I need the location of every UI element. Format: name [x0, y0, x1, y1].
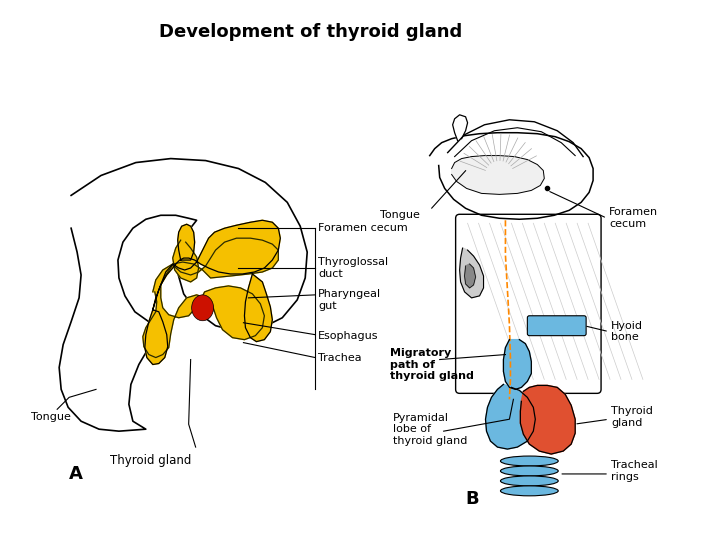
Text: Migratory
path of
thyroid gland: Migratory path of thyroid gland: [390, 348, 474, 381]
Text: Tongue: Tongue: [380, 210, 420, 220]
Ellipse shape: [500, 486, 558, 496]
Text: A: A: [69, 465, 83, 483]
Text: Tracheal
rings: Tracheal rings: [611, 460, 658, 482]
Text: B: B: [466, 490, 480, 508]
Polygon shape: [453, 115, 467, 140]
Ellipse shape: [500, 456, 558, 466]
Text: Esophagus: Esophagus: [318, 330, 379, 341]
Polygon shape: [485, 384, 536, 449]
Text: Thyroid
gland: Thyroid gland: [611, 407, 653, 428]
FancyBboxPatch shape: [456, 214, 601, 393]
FancyBboxPatch shape: [527, 316, 586, 336]
Polygon shape: [459, 248, 484, 298]
Text: Thyroglossal
duct: Thyroglossal duct: [318, 257, 388, 279]
Polygon shape: [503, 340, 531, 389]
Polygon shape: [521, 386, 575, 454]
Polygon shape: [153, 220, 280, 310]
Polygon shape: [143, 238, 279, 357]
Text: Development of thyroid gland: Development of thyroid gland: [158, 23, 462, 41]
Text: Hyoid
bone: Hyoid bone: [611, 321, 643, 342]
Text: Pyramidal
lobe of
thyroid gland: Pyramidal lobe of thyroid gland: [393, 413, 467, 446]
Polygon shape: [430, 133, 593, 219]
Text: Pharyngeal
gut: Pharyngeal gut: [318, 289, 382, 310]
Polygon shape: [245, 274, 272, 342]
Text: Foramen cecum: Foramen cecum: [318, 223, 408, 233]
Polygon shape: [59, 159, 307, 431]
Polygon shape: [451, 156, 544, 194]
Text: Foramen
cecum: Foramen cecum: [609, 207, 658, 229]
Polygon shape: [178, 224, 194, 260]
Ellipse shape: [192, 295, 214, 321]
Text: Thyroid gland: Thyroid gland: [110, 454, 192, 467]
Text: Tongue: Tongue: [31, 412, 71, 422]
Polygon shape: [173, 240, 199, 282]
Text: Trachea: Trachea: [318, 353, 361, 362]
Ellipse shape: [500, 466, 558, 476]
Polygon shape: [464, 264, 475, 288]
Polygon shape: [145, 310, 168, 364]
Ellipse shape: [500, 476, 558, 486]
